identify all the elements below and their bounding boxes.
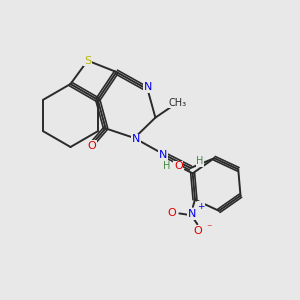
Text: ⁻: ⁻ — [206, 223, 212, 233]
Text: O: O — [167, 208, 176, 218]
Text: H: H — [196, 156, 204, 167]
Text: O: O — [87, 141, 96, 151]
Text: N: N — [159, 150, 167, 161]
Text: S: S — [84, 56, 91, 66]
Text: +: + — [197, 202, 205, 211]
Text: O: O — [193, 226, 202, 236]
Text: N: N — [188, 209, 196, 219]
Text: N: N — [132, 134, 140, 145]
Text: N: N — [144, 82, 152, 92]
Text: H: H — [163, 161, 171, 171]
Text: O: O — [174, 161, 183, 171]
Text: CH₃: CH₃ — [169, 98, 187, 108]
